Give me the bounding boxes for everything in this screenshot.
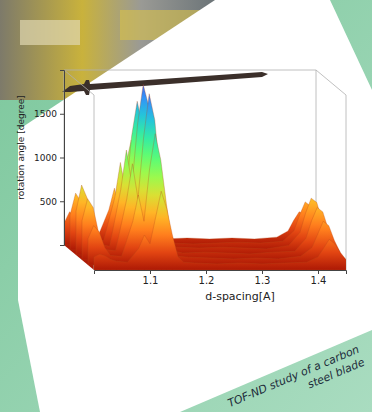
y-tick: 500 — [40, 197, 64, 207]
x-tick-label: 1.3 — [255, 275, 271, 286]
x-tick-mark — [150, 270, 151, 274]
y-tick-label: 500 — [40, 197, 57, 207]
photo-detail — [20, 20, 80, 45]
y-tick-mark — [60, 201, 64, 202]
frame-edge — [316, 70, 346, 95]
x-tick: 1.4 — [311, 270, 327, 286]
x-tick: 1.1 — [143, 270, 159, 286]
x-tick-label: 1.1 — [143, 275, 159, 286]
x-axis: 1.1 1.2 1.3 1.4 — [95, 270, 347, 286]
y-tick-mark — [60, 114, 64, 115]
y-axis-line — [60, 71, 65, 246]
x-tick: 1.2 — [199, 270, 215, 286]
x-tick-mark — [262, 270, 263, 274]
caption-line: steel blade — [306, 356, 367, 392]
surface — [64, 84, 346, 270]
box-frame — [64, 70, 346, 270]
surface-slice — [76, 84, 328, 255]
y-tick-mark — [60, 158, 64, 159]
y-axis-title: rotation angle [degree] — [16, 95, 26, 200]
surface-slice — [70, 101, 322, 250]
chart-container: 1.1 1.2 1.3 1.4 500 1000 1500 d-spacing[A] rotat… — [0, 0, 372, 412]
x-tick-mark — [318, 270, 319, 274]
y-tick-label: 1500 — [34, 109, 57, 119]
caption: TOF-ND study of a carbonsteel blade — [226, 343, 367, 412]
x-tick: 1.3 — [255, 270, 271, 286]
surface-slice — [94, 191, 346, 270]
background — [0, 0, 372, 412]
x-tick-label: 1.2 — [199, 275, 215, 286]
surface-slice — [64, 140, 316, 245]
y-axis: 500 1000 1500 — [34, 71, 64, 246]
y-tick: 1500 — [34, 109, 64, 119]
frame-edge — [346, 95, 347, 270]
x-axis-title: d-spacing[A] — [205, 290, 275, 303]
sword — [62, 72, 268, 95]
frame-edge — [64, 70, 316, 71]
surface-slice — [88, 134, 340, 265]
surface-slice — [82, 94, 334, 260]
y-tick-label: 1000 — [34, 153, 57, 163]
y-tick: 1000 — [34, 153, 64, 163]
figure: 1.1 1.2 1.3 1.4 500 1000 1500 d-spacing[A] rotat… — [0, 0, 372, 412]
x-tick-mark — [206, 270, 207, 274]
frame-edge — [64, 70, 94, 95]
hexagon — [18, 0, 372, 412]
x-axis-line — [95, 271, 347, 275]
x-tick-label: 1.4 — [311, 275, 327, 286]
